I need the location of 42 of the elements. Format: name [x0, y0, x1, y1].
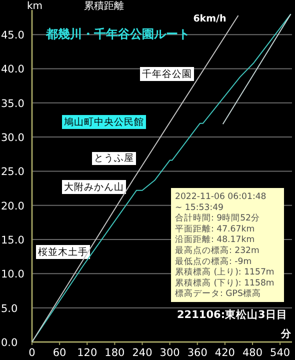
x-tick-label: 60: [52, 347, 66, 359]
annotation: 最高点の標高: 232m: [175, 245, 260, 256]
x-axis-title: 分: [280, 328, 292, 340]
annotation: 最低点の標高: -9m: [175, 256, 252, 267]
x-tick-label: 120: [77, 347, 98, 359]
y-tick-label: 15.0: [1, 234, 24, 247]
annotation: 平面距離: 47.67km: [175, 223, 255, 234]
annotation: 千年谷公園: [142, 68, 192, 80]
annotation: 累積標高 (上り): 1157m: [175, 266, 274, 278]
y-tick-label: 5.0: [1, 302, 18, 315]
annotation: 累積標高 (下り): 1158m: [175, 277, 274, 288]
y-tick-label: 35.0: [1, 98, 24, 110]
x-tick-label: 480: [242, 347, 263, 359]
annotation: 桜並木土手: [38, 246, 88, 258]
annotation: 標高データ: GPS標高: [175, 288, 261, 300]
x-tick-label: 0: [28, 347, 36, 359]
y-tick-label: 0.0: [1, 337, 18, 349]
annotation: 合計時間: 9時間52分: [175, 212, 260, 224]
y-tick-label: 20.0: [1, 200, 24, 212]
series-label: 6km/h: [193, 13, 226, 24]
annotation: ~ 15:53:49: [175, 202, 224, 213]
x-tick-label: 420: [214, 347, 235, 359]
chart-subtitle: 累積距離: [84, 0, 124, 12]
text: 都幾川・千年谷公園ルート: [45, 27, 190, 41]
x-tick-label: 360: [187, 347, 208, 359]
line-series: [32, 14, 292, 342]
x-tick-label: 540: [270, 347, 290, 359]
x-tick-label: 240: [132, 347, 152, 359]
y-tick-label: 40.0: [1, 64, 24, 76]
y-tick-label: 30.0: [1, 132, 24, 144]
x-tick-label: 180: [104, 347, 125, 359]
y-tick-label: 10.0: [1, 268, 24, 281]
annotation: 沿面距離: 48.17km: [175, 234, 255, 246]
annotation: 221106:東松山3日目: [177, 308, 288, 321]
x-tick-label: 300: [160, 347, 180, 359]
y-tick-label: 25.0: [1, 166, 24, 178]
y-axis-title: km: [27, 1, 43, 12]
annotation: 鳩山町中央公民館: [64, 116, 144, 128]
annotation: 大附みかん山: [64, 181, 124, 193]
annotation: 2022-11-06 06:01:48: [175, 192, 266, 202]
y-tick-label: 45.0: [1, 30, 24, 42]
annotation: とうふ屋: [94, 153, 134, 164]
